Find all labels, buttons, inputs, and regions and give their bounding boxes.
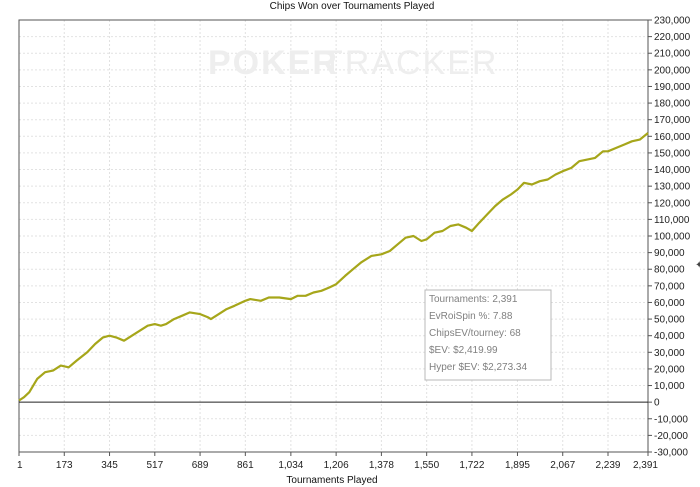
x-tick-label: 517: [146, 460, 163, 471]
watermark-tracker: TRACKER: [322, 44, 498, 82]
y-tick-label: -30,000: [654, 448, 688, 459]
y-tick-label: 20,000: [654, 364, 685, 375]
y-tick-label: 80,000: [654, 265, 685, 276]
y-tick-label: 110,000: [654, 215, 690, 226]
x-tick-label: 2,067: [550, 460, 575, 471]
y-tick-label: 210,000: [654, 49, 691, 60]
x-tick-label: 1,034: [278, 460, 303, 471]
y-tick-label: 90,000: [654, 248, 685, 259]
x-tick-label: 1,550: [414, 460, 439, 471]
x-tick-label: 1,722: [459, 460, 484, 471]
y-tick-label: 10,000: [654, 381, 685, 392]
y-tick-label: 120,000: [654, 198, 691, 209]
y-tick-label: 170,000: [654, 115, 691, 126]
x-tick-label: 2,239: [595, 460, 620, 471]
stats-tooltip-line: EvRoiSpin %: 7.88: [429, 311, 513, 322]
series-layer: [18, 132, 649, 402]
y-tick-label: 190,000: [654, 82, 691, 93]
series-line: [18, 132, 649, 402]
y-tick-label: 130,000: [654, 182, 691, 193]
y-tick-label: 50,000: [654, 315, 685, 326]
y-tick-label: 60,000: [654, 298, 685, 309]
y-tick-label: 200,000: [654, 65, 691, 76]
y-tick-label: -10,000: [654, 414, 688, 425]
x-tick-label: 861: [237, 460, 254, 471]
y-tick-label: 30,000: [654, 348, 685, 359]
plot-area: [18, 19, 649, 453]
y-tick-label: 140,000: [654, 165, 691, 176]
stats-tooltip-line: Hyper $EV: $2,273.34: [429, 362, 527, 373]
x-tick-label: 173: [56, 460, 73, 471]
watermark-poker: POKER: [208, 44, 339, 82]
y-tick-label: 180,000: [654, 99, 691, 110]
stats-tooltip-box: [424, 289, 552, 381]
x-tick-label: 1,206: [324, 460, 349, 471]
y-tick-label: 0: [654, 398, 660, 409]
x-tick-label: 1,895: [505, 460, 530, 471]
y-tick-label: 100,000: [654, 232, 691, 243]
y-tick-label: 40,000: [654, 331, 685, 342]
stats-tooltip: Tournaments: 2,391 EvRoiSpin %: 7.88 Chips…: [424, 289, 552, 381]
grid: [18, 19, 649, 453]
y-tick-label: 230,000: [654, 16, 691, 27]
chart-title: Chips Won over Tournaments Played: [270, 1, 435, 12]
x-axis: 1 173 345 517 689 861 1,034 1,206 1,378 1,550 1,72…: [17, 452, 658, 471]
stats-tooltip-line: ChipsEV/tourney: 68: [429, 328, 521, 339]
watermark: POKER TRACKER: [208, 44, 498, 82]
cursor-marker: ✦: [695, 260, 700, 271]
x-tick-label: 345: [101, 460, 118, 471]
x-tick-label: 2,391: [633, 460, 658, 471]
y-tick-label: 220,000: [654, 32, 691, 43]
x-tick-label: 689: [192, 460, 209, 471]
y-tick-label: 70,000: [654, 281, 685, 292]
y-tick-label: -20,000: [654, 431, 688, 442]
stats-tooltip-line: Tournaments: 2,391: [429, 294, 518, 305]
x-tick-label: 1,378: [369, 460, 394, 471]
stats-tooltip-line: $EV: $2,419.99: [429, 345, 498, 356]
y-axis: -30,000 -20,000 -10,000 0 10,000 20,000 30,000…: [648, 16, 691, 459]
x-axis-title: Tournaments Played: [286, 475, 377, 486]
x-tick-label: 1: [17, 460, 23, 471]
y-tick-label: 160,000: [654, 132, 691, 143]
y-tick-label: 150,000: [654, 148, 691, 159]
